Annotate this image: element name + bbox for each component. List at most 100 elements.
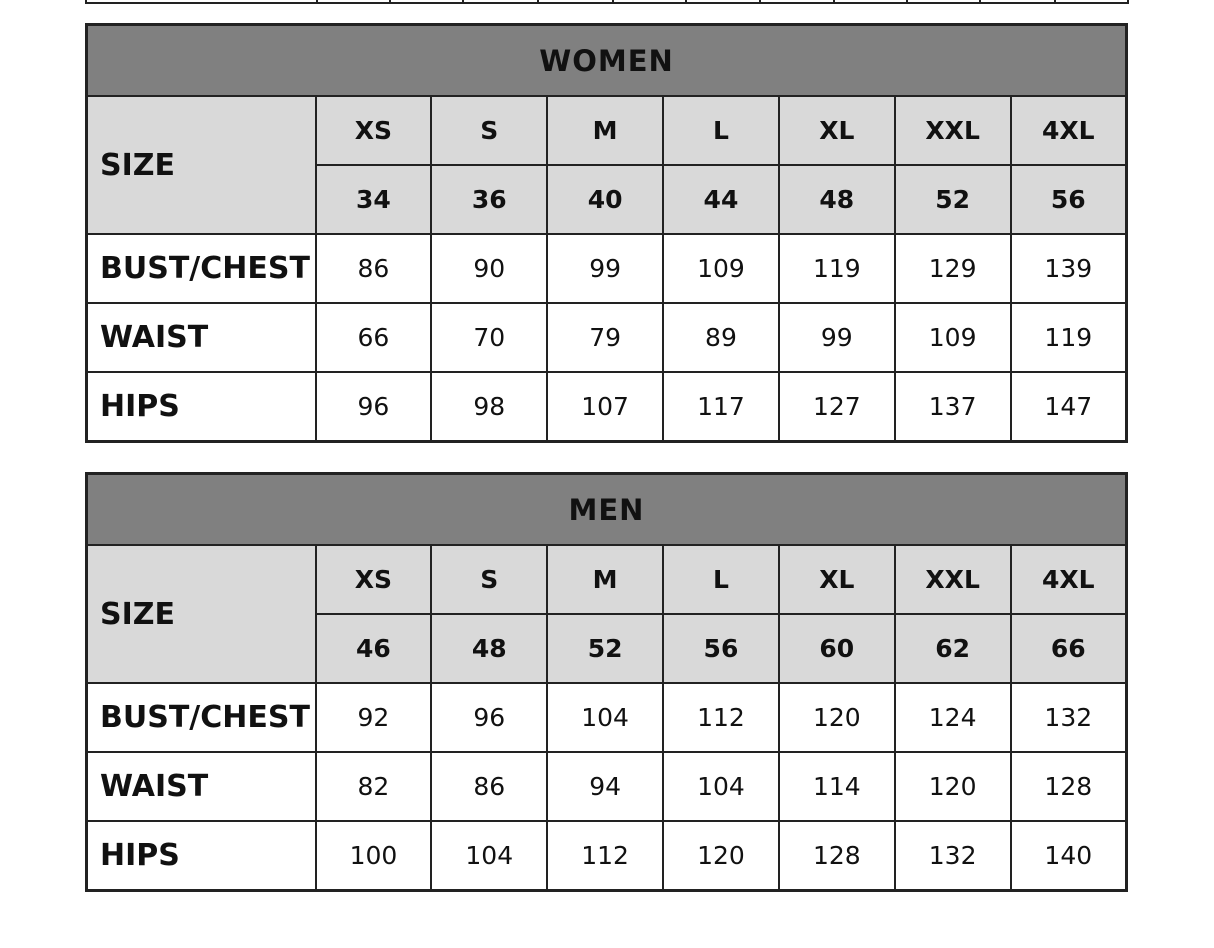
table-row: WAIST 66 70 79 89 99 109 119: [85, 302, 1128, 373]
row-label: WAIST: [85, 302, 317, 373]
measurement-cell: 96: [430, 682, 549, 753]
measurement-cell: 94: [546, 751, 665, 822]
measurement-cell: 117: [662, 371, 780, 443]
size-number-header: 52: [546, 613, 665, 684]
measurement-cell: 128: [1009, 751, 1128, 822]
size-label: SIZE: [85, 95, 317, 235]
row-label: BUST/CHEST: [85, 682, 317, 753]
strip-cell: [87, 0, 318, 2]
row-label: WAIST: [85, 751, 317, 822]
measurement-cell: 128: [777, 820, 896, 892]
size-letter-header: M: [546, 95, 665, 166]
size-number-header: 48: [777, 164, 896, 235]
measurement-cell: 129: [893, 233, 1012, 304]
measurement-cell: 137: [893, 371, 1012, 443]
size-letter-header: XS: [314, 95, 433, 166]
measurement-cell: 89: [662, 302, 780, 373]
measurement-cell: 82: [314, 751, 433, 822]
measurement-cell: 100: [314, 820, 433, 892]
strip-cell: [981, 0, 1056, 2]
size-letter-row: SIZE XS S M L XL XXL 4XL: [85, 544, 1128, 684]
size-number-row: 34 36 40 44 48 52 56: [87, 164, 1128, 235]
measurement-cell: 119: [777, 233, 896, 304]
measurement-cell: 147: [1009, 371, 1128, 443]
table-row: BUST/CHEST 92 96 104 112 120 124 132: [85, 682, 1128, 753]
men-size-table: MEN SIZE XS S M L XL XXL 4XL 46 48 52 56 60 62 66 BUST/C…: [85, 472, 1128, 892]
title-row: MEN: [85, 472, 1128, 546]
measurement-cell: 86: [314, 233, 433, 304]
size-letter-header: XXL: [893, 95, 1012, 166]
size-letter-header: 4XL: [1009, 544, 1128, 615]
measurement-cell: 79: [546, 302, 665, 373]
women-size-table: WOMEN SIZE XS S M L XL XXL 4XL 34 36 40 44 48 52 56 BUST…: [85, 23, 1128, 443]
measurement-cell: 114: [777, 751, 896, 822]
measurement-cell: 139: [1009, 233, 1128, 304]
measurement-cell: 70: [430, 302, 549, 373]
measurement-cell: 109: [662, 233, 780, 304]
row-label: HIPS: [85, 820, 317, 892]
strip-cell: [687, 0, 761, 2]
measurement-cell: 140: [1009, 820, 1128, 892]
size-letter-header: XL: [777, 95, 896, 166]
size-number-header: 56: [662, 613, 780, 684]
size-letter-row: SIZE XS S M L XL XXL 4XL: [85, 95, 1128, 235]
strip-cell: [391, 0, 465, 2]
measurement-cell: 120: [777, 682, 896, 753]
size-number-header: 60: [777, 613, 896, 684]
row-label: HIPS: [85, 371, 317, 443]
size-letter-header: XS: [314, 544, 433, 615]
table-title: MEN: [85, 472, 1128, 546]
measurement-cell: 99: [777, 302, 896, 373]
strip-cell: [1056, 0, 1127, 2]
table-row: BUST/CHEST 86 90 99 109 119 129 139: [85, 233, 1128, 304]
measurement-cell: 127: [777, 371, 896, 443]
size-number-header: 56: [1009, 164, 1128, 235]
strip-cell: [761, 0, 835, 2]
measurement-cell: 86: [430, 751, 549, 822]
measurement-cell: 112: [662, 682, 780, 753]
size-number-header: 52: [893, 164, 1012, 235]
size-letter-header: XXL: [893, 544, 1012, 615]
measurement-cell: 104: [662, 751, 780, 822]
measurement-cell: 99: [546, 233, 665, 304]
measurement-cell: 112: [546, 820, 665, 892]
size-number-header: 34: [314, 164, 433, 235]
measurement-cell: 132: [1009, 682, 1128, 753]
size-letter-header: 4XL: [1009, 95, 1128, 166]
measurement-cell: 90: [430, 233, 549, 304]
measurement-cell: 92: [314, 682, 433, 753]
measurement-cell: 120: [662, 820, 780, 892]
size-number-header: 48: [430, 613, 549, 684]
measurement-cell: 124: [893, 682, 1012, 753]
measurement-cell: 104: [430, 820, 549, 892]
previous-table-bottom-edge: [85, 0, 1129, 4]
size-number-header: 36: [430, 164, 549, 235]
size-letter-header: S: [430, 544, 549, 615]
measurement-cell: 107: [546, 371, 665, 443]
size-letter-header: L: [662, 544, 780, 615]
strip-cell: [835, 0, 909, 2]
size-letter-header: XL: [777, 544, 896, 615]
table-row: WAIST 82 86 94 104 114 120 128: [85, 751, 1128, 822]
title-row: WOMEN: [85, 23, 1128, 97]
strip-cell: [464, 0, 539, 2]
measurement-cell: 120: [893, 751, 1012, 822]
measurement-cell: 98: [430, 371, 549, 443]
size-label: SIZE: [85, 544, 317, 684]
size-number-header: 62: [893, 613, 1012, 684]
measurement-cell: 109: [893, 302, 1012, 373]
size-letter-header: M: [546, 544, 665, 615]
size-number-header: 46: [314, 613, 433, 684]
strip-cell: [908, 0, 982, 2]
measurement-cell: 66: [314, 302, 433, 373]
strip-cell: [539, 0, 614, 2]
strip-cell: [614, 0, 688, 2]
size-letter-header: L: [662, 95, 780, 166]
table-row: HIPS 100 104 112 120 128 132 140: [85, 820, 1128, 892]
table-title: WOMEN: [85, 23, 1128, 97]
strip-cell: [318, 0, 392, 2]
size-number-row: 46 48 52 56 60 62 66: [87, 613, 1128, 684]
size-number-header: 66: [1009, 613, 1128, 684]
measurement-cell: 104: [546, 682, 665, 753]
table-row: HIPS 96 98 107 117 127 137 147: [85, 371, 1128, 443]
